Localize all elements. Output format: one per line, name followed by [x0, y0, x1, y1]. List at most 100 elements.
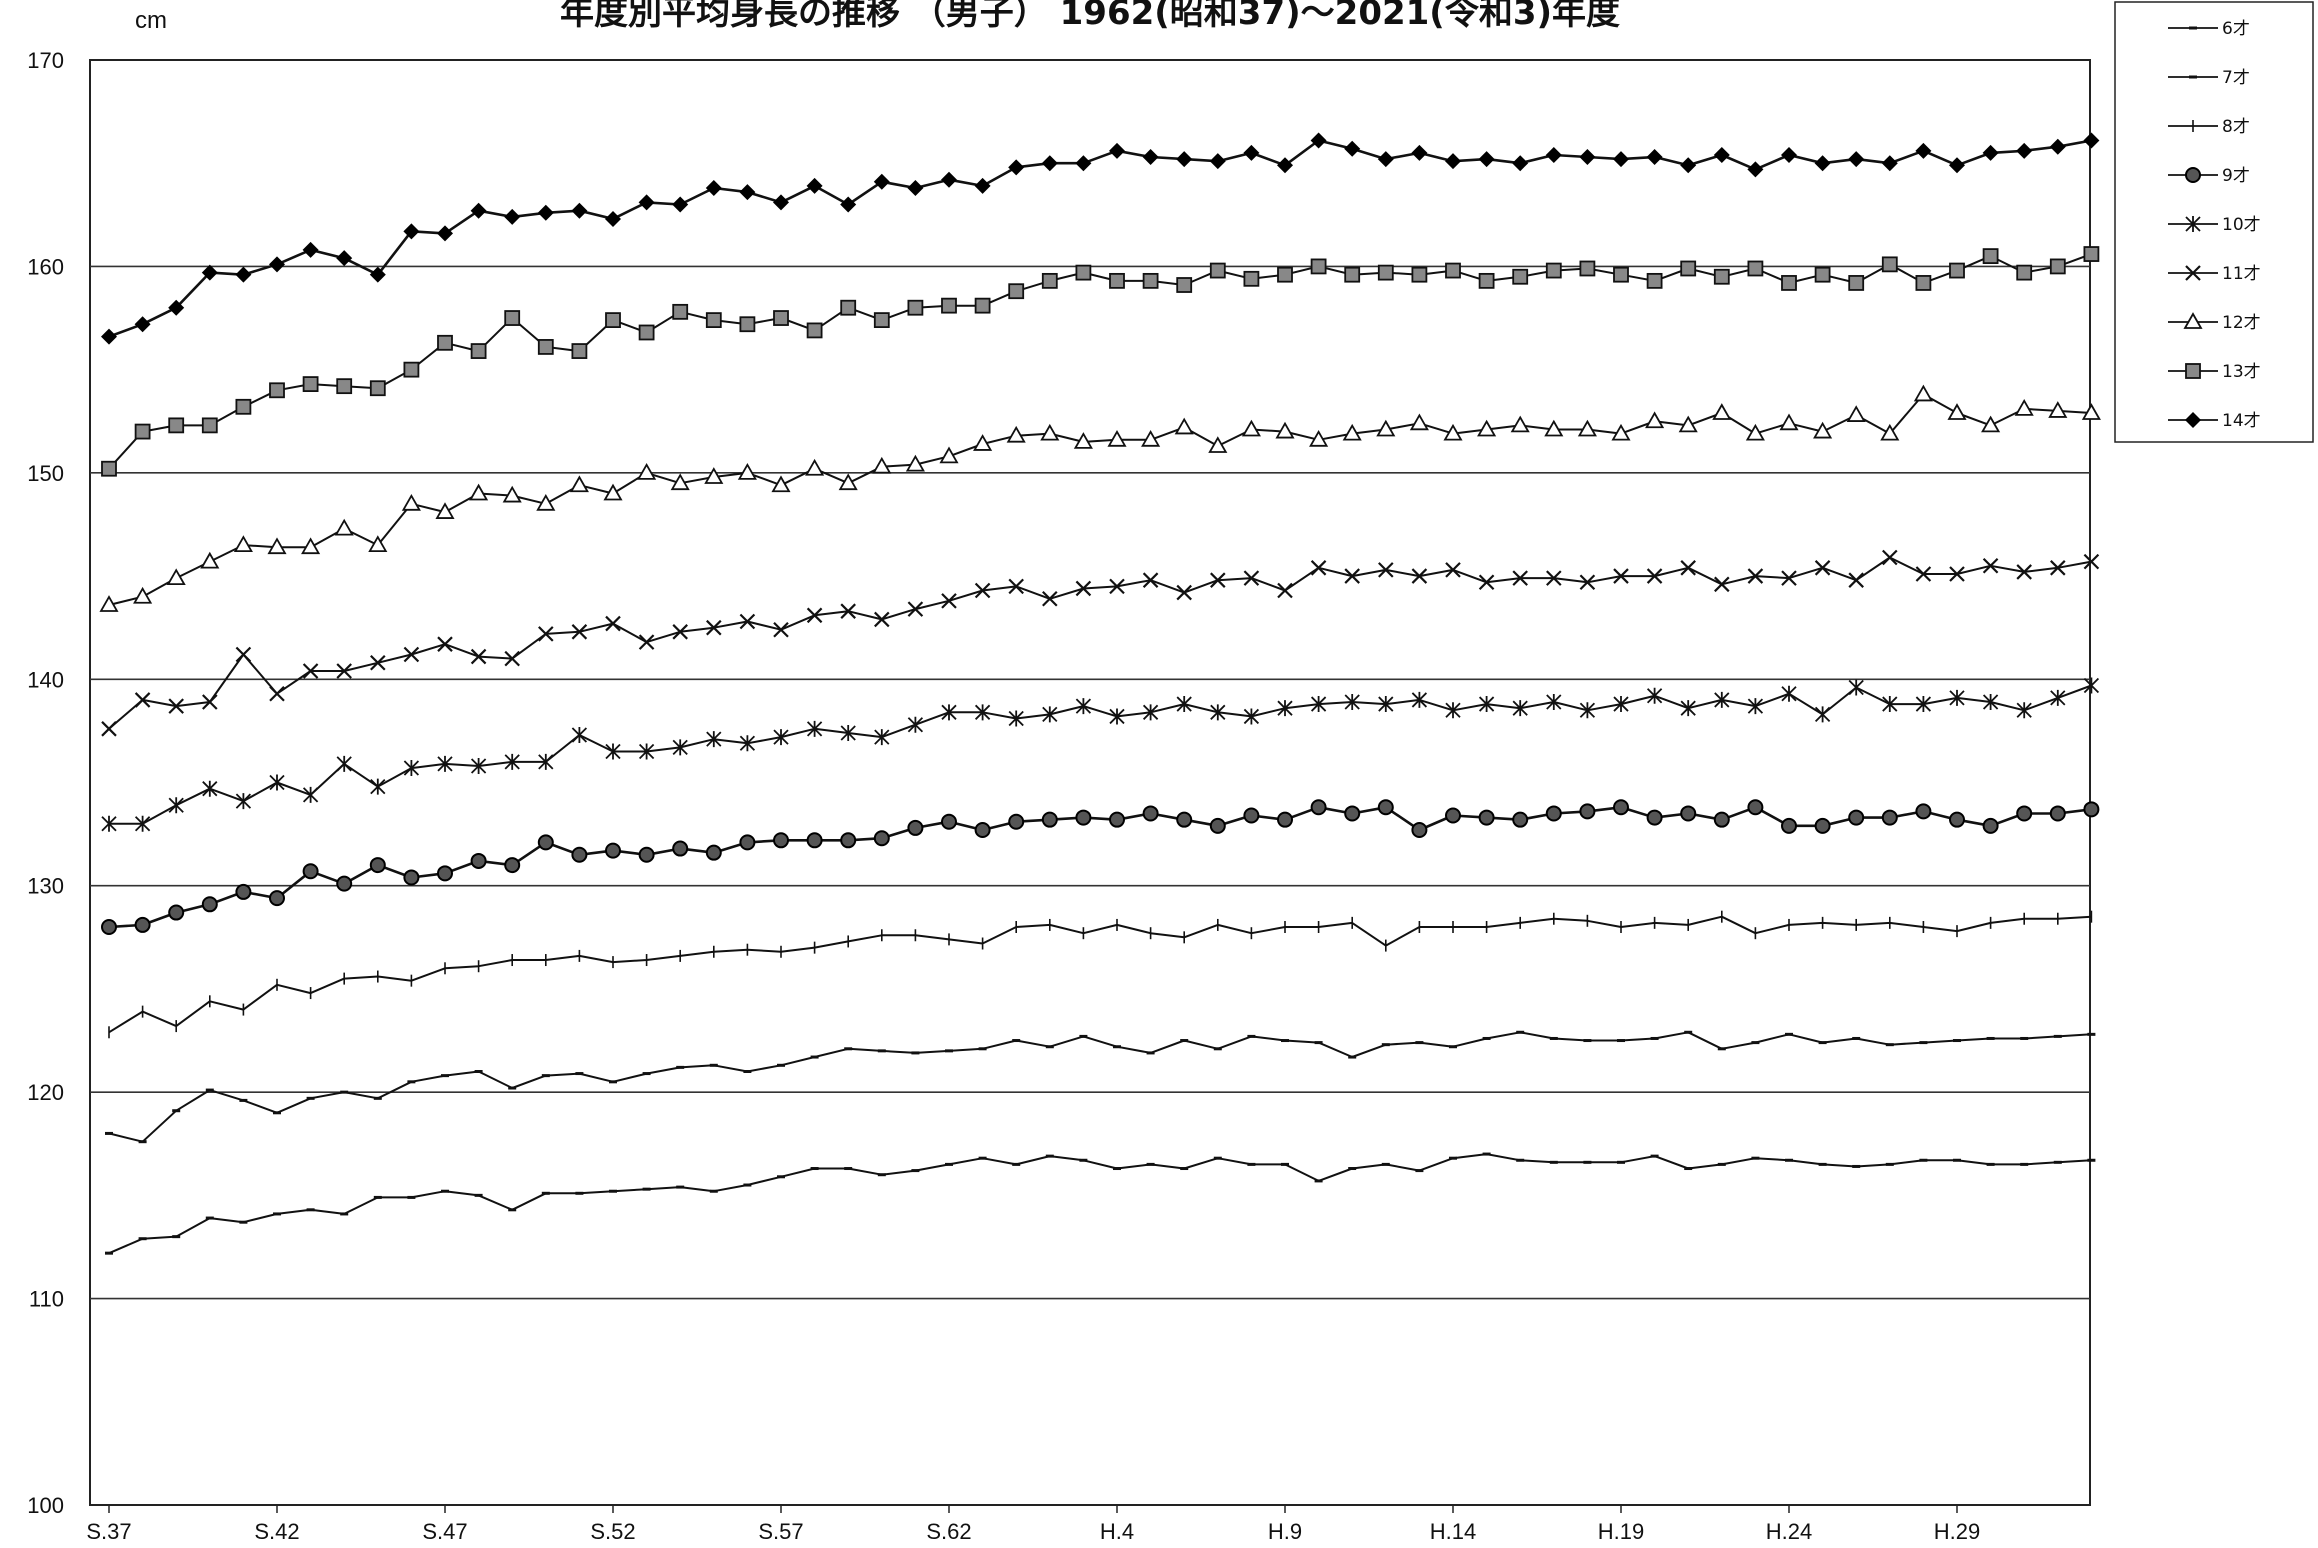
data-point — [168, 417, 185, 434]
data-point — [2083, 246, 2100, 262]
data-point — [437, 334, 453, 351]
y-tick-label: 150 — [27, 461, 64, 486]
data-point — [1781, 275, 1797, 291]
data-point — [1310, 258, 1327, 275]
series-8才 — [108, 910, 2093, 1039]
data-point — [1745, 423, 1765, 441]
data-point — [1378, 562, 1394, 578]
data-point — [1210, 704, 1226, 721]
data-point — [1008, 710, 1024, 727]
data-point — [1042, 706, 1058, 723]
data-point — [1947, 403, 1967, 420]
data-point — [911, 1169, 920, 1173]
data-point — [874, 611, 890, 628]
data-point — [1915, 566, 1932, 582]
data-point — [370, 778, 386, 795]
x-tick-label: S.62 — [926, 1519, 971, 1544]
data-point — [1714, 691, 1730, 708]
data-point — [2016, 702, 2032, 719]
data-point — [1713, 146, 1730, 163]
data-point — [1915, 275, 1932, 291]
data-point — [235, 266, 252, 283]
data-point — [1209, 817, 1226, 834]
data-point — [504, 208, 521, 225]
data-point — [373, 1096, 382, 1100]
data-point — [1008, 283, 1025, 300]
data-point — [168, 797, 184, 814]
data-point — [1814, 817, 1831, 834]
data-point — [2049, 805, 2066, 822]
data-point — [1885, 1043, 1894, 1047]
data-point — [1314, 1179, 1323, 1183]
data-point — [1781, 685, 1797, 702]
data-point — [1986, 1036, 1995, 1040]
data-point — [743, 1183, 752, 1187]
data-point — [638, 634, 655, 650]
data-point — [401, 494, 421, 511]
data-point — [840, 724, 856, 741]
data-point — [134, 423, 151, 440]
data-point — [1310, 132, 1327, 149]
data-point — [101, 328, 117, 345]
data-point — [1180, 1167, 1189, 1171]
data-point — [235, 646, 252, 663]
series-13才 — [101, 246, 2100, 477]
legend-label: 6才 — [2222, 19, 2250, 39]
legend-label: 11才 — [2222, 264, 2261, 284]
data-point — [575, 1191, 584, 1195]
legend-marker — [2183, 312, 2203, 329]
x-axis-ticks: S.37 S.42 S.47 S.52 S.57 S.62 H.4 H.9 H.14 H.19 H.… — [86, 1505, 1980, 1544]
data-point — [1915, 142, 1932, 159]
data-point — [1646, 272, 1663, 289]
data-point — [605, 743, 621, 760]
data-point — [1079, 1034, 1088, 1038]
data-point — [1142, 149, 1159, 166]
data-point — [638, 324, 655, 341]
data-point — [1377, 264, 1394, 281]
data-point — [907, 299, 924, 316]
data-point — [504, 753, 520, 770]
data-point — [873, 312, 890, 329]
data-point — [1482, 1152, 1491, 1156]
data-point — [437, 755, 453, 772]
legend-marker — [2185, 167, 2201, 183]
series-line — [108, 1153, 2092, 1255]
data-point — [638, 194, 655, 211]
data-point — [941, 813, 957, 830]
series-10才 — [101, 677, 2100, 832]
data-point — [978, 1156, 987, 1160]
data-point — [1008, 813, 1025, 830]
data-point — [1281, 1162, 1289, 1166]
series-12才 — [99, 384, 2101, 612]
data-point — [1176, 696, 1192, 713]
data-point — [1680, 560, 1696, 576]
data-point — [470, 852, 487, 869]
data-point — [403, 646, 420, 663]
data-point — [911, 1051, 920, 1055]
data-point — [739, 184, 756, 201]
data-point — [1751, 1156, 1760, 1160]
data-point — [1006, 425, 1026, 443]
data-point — [941, 297, 957, 314]
data-point — [1684, 1030, 1693, 1034]
data-point — [437, 865, 453, 882]
data-point — [1546, 570, 1562, 586]
data-point — [1344, 693, 1360, 710]
data-point — [2048, 401, 2068, 418]
data-point — [133, 586, 153, 604]
data-point — [571, 202, 588, 219]
data-point — [672, 303, 689, 320]
data-point — [1277, 700, 1293, 717]
data-point — [2083, 801, 2100, 818]
data-point — [1881, 155, 1898, 172]
data-point — [538, 753, 554, 770]
data-point — [336, 875, 353, 892]
data-point — [1073, 432, 1093, 449]
data-point — [1247, 1162, 1256, 1166]
data-point — [1646, 809, 1663, 826]
data-point — [939, 446, 959, 464]
data-point — [1713, 268, 1730, 285]
data-point — [1617, 1039, 1625, 1043]
data-point — [1176, 277, 1193, 293]
data-point — [806, 177, 823, 194]
